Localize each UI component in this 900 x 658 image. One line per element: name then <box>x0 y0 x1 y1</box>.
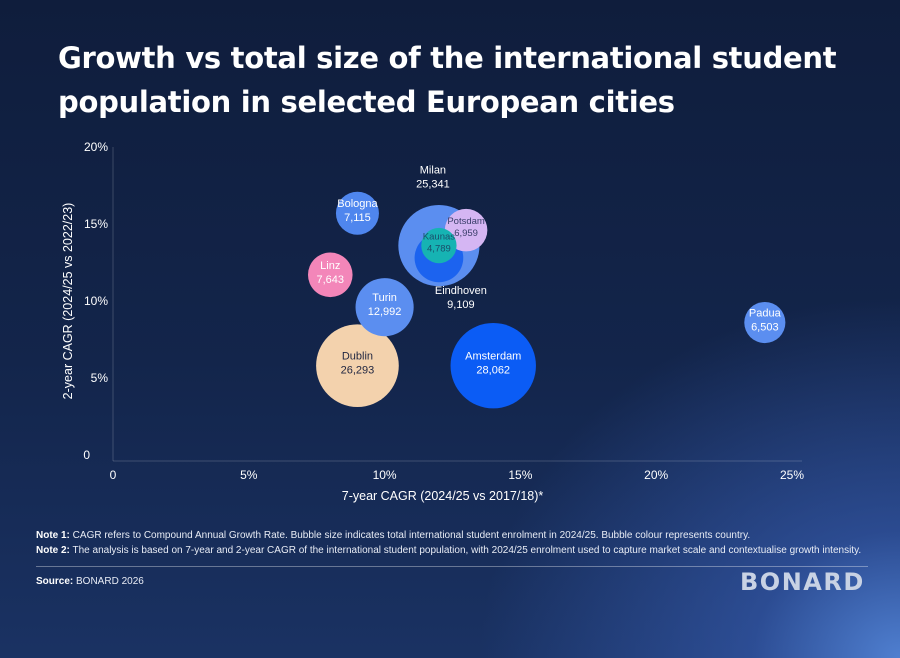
bubble-padua <box>744 301 786 344</box>
note-2: Note 2: The analysis is based on 7-year … <box>36 543 886 558</box>
x-tick-label: 25% <box>780 468 804 482</box>
x-tick-label: 0 <box>110 468 117 482</box>
bubble-dublin <box>316 324 399 408</box>
bubble-label-city: Turin <box>372 292 397 304</box>
source-text: BONARD 2026 <box>73 576 144 587</box>
y-tick-label: 15% <box>84 217 108 231</box>
bubble-label-city: Potsdam <box>447 216 485 227</box>
bubble-amsterdam <box>450 322 536 409</box>
divider <box>36 566 868 567</box>
bubble-label-value: 28,062 <box>476 365 510 377</box>
y-tick-label: 10% <box>84 294 108 308</box>
bubble-label-city: Kaunas <box>423 232 455 243</box>
note-1-text: CAGR refers to Compound Annual Growth Ra… <box>69 530 751 541</box>
bubble-label-value: 25,341 <box>416 179 450 191</box>
bubble-label-city: Linz <box>320 260 340 272</box>
y-tick-label: 20% <box>84 140 108 154</box>
bubble-label-city: Padua <box>749 308 782 320</box>
bubble-label-value: 26,293 <box>341 365 375 377</box>
bubble-label-city: Dublin <box>342 351 373 363</box>
y-axis-title: 2-year CAGR (2024/25 vs 2022/23) <box>61 203 75 400</box>
bubble-label-value: 7,115 <box>344 212 371 224</box>
y-tick-label: 0 <box>83 448 90 462</box>
bubble-label-city: Amsterdam <box>465 351 521 363</box>
bubble-linz <box>307 252 353 298</box>
bubble-label-value: 7,643 <box>317 274 345 286</box>
y-tick-label: 5% <box>91 371 109 385</box>
notes: Note 1: CAGR refers to Compound Annual G… <box>36 528 886 558</box>
x-tick-label: 15% <box>508 468 532 482</box>
x-axis-title: 7-year CAGR (2024/25 vs 2017/18)* <box>342 489 544 503</box>
bubble-label-value: 6,959 <box>454 228 478 239</box>
note-1: Note 1: CAGR refers to Compound Annual G… <box>36 528 886 543</box>
bubble-label-value: 6,503 <box>751 322 779 334</box>
bubble-label-value: 12,992 <box>368 306 402 318</box>
x-tick-label: 10% <box>373 468 397 482</box>
note-2-label: Note 2: <box>36 545 70 556</box>
bonard-logo: BONARD <box>740 568 865 596</box>
bubble-label-value: 4,789 <box>427 244 451 255</box>
bubble-label-city: Bologna <box>337 198 378 210</box>
bubble-turin <box>355 278 414 337</box>
source-label: Source: <box>36 576 74 587</box>
bubble-label-city: Milan <box>420 165 446 177</box>
bubble-bologna <box>335 191 379 235</box>
x-tick-label: 5% <box>240 468 258 482</box>
bubble-label-city: Eindhoven <box>435 285 487 297</box>
bubble-label-value: 9,109 <box>447 299 475 311</box>
source: Source: BONARD 2026 <box>36 576 144 587</box>
bubble-chart: 0 5% 10% 15% 20% 25% 0 5% 10% 15% 20% 7-year CAGR (… <box>61 140 804 503</box>
chart-title: Growth vs total size of the internationa… <box>58 41 837 119</box>
x-tick-label: 20% <box>644 468 668 482</box>
note-1-label: Note 1: <box>36 530 70 541</box>
bubble-kaunas <box>421 227 457 264</box>
note-2-text: The analysis is based on 7-year and 2-ye… <box>69 545 862 556</box>
